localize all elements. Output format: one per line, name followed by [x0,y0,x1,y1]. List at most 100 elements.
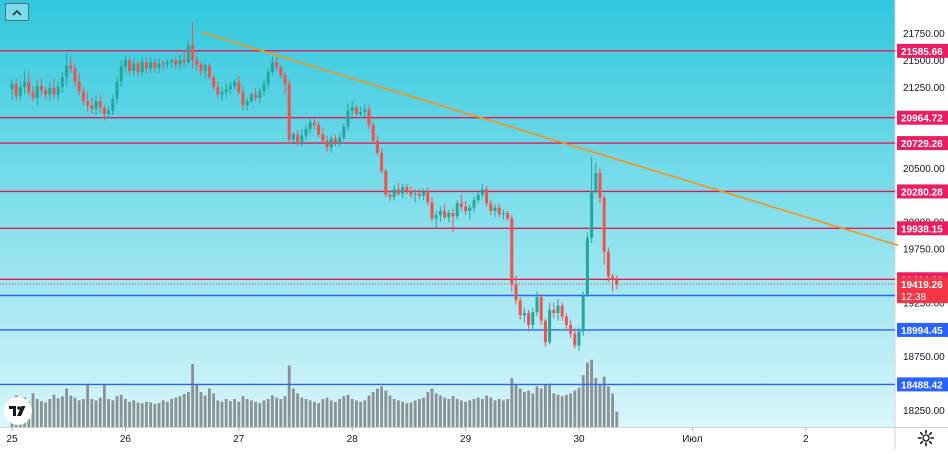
candle-body [556,305,560,314]
candle-body [430,202,434,219]
volume-bar [418,399,421,427]
volume-bar [292,388,295,427]
candle-body [220,92,224,95]
candle-body [174,60,178,65]
candle-body [598,173,602,198]
volume-bar [40,401,43,427]
level-price-badge [897,43,948,58]
candle-body [44,90,48,95]
candle-body [611,276,615,280]
volume-bar [590,359,593,427]
candle-body [136,63,140,72]
volume-bar [321,399,325,427]
candle-body [497,207,501,215]
candle-body [86,101,90,106]
volume-bar [531,393,535,427]
candle-body [182,60,186,63]
volume-bar [527,390,530,427]
price-tick-label: 21500.00 [903,56,945,67]
candle-body [77,81,81,92]
candle-body [510,218,514,285]
candle-body [615,279,619,285]
candle-body [401,187,405,194]
volume-bar [86,383,89,427]
volume-bar [191,364,194,427]
volume-bar [443,397,446,427]
volume-bar [149,402,152,427]
volume-bar [384,390,388,427]
candle-body [392,189,396,197]
candle-body [111,98,115,111]
candle-body [380,152,384,171]
candle-body [535,297,539,313]
volume-bar [237,401,241,427]
volume-bar [170,399,173,427]
volume-bar [602,376,606,427]
candle-body [527,313,531,325]
candle-body [577,331,581,346]
volume-bar [577,387,581,427]
candle-body [522,313,526,316]
collapse-button[interactable] [5,3,29,21]
candle-body [564,316,568,325]
volume-bar [212,393,215,427]
volume-bar [392,399,396,427]
candle-body [489,203,493,211]
candle-body [203,65,207,71]
volume-bar [283,396,287,427]
price-tick-label: 21750.00 [903,29,945,40]
volume-bar [489,397,493,427]
volume-bar [355,400,358,427]
volume-bar [90,399,94,427]
volume-bar [422,397,425,427]
gear-icon[interactable] [917,429,935,447]
volume-bar [598,385,602,427]
candle-body [291,134,295,140]
candle-body [115,81,119,99]
price-axis-labels: 21585.66 20964.72 20729.26 20280.28 19938.15… [897,43,948,392]
price-axis-background [895,0,948,427]
volume-bar [203,395,207,427]
candle-body [73,68,77,82]
trendline[interactable] [200,31,899,247]
candle-body [543,320,547,343]
candle-body [468,207,472,211]
volume-bar [166,401,169,427]
price-tick-label: 18750.00 [903,352,945,363]
volume-bar [586,362,589,427]
volume-bar [174,397,178,427]
volume-bar [73,397,77,427]
volume-bar [430,388,434,427]
volume-bar [523,392,526,427]
candle-body [422,191,426,196]
volume-bar [581,375,585,427]
candle-body [102,107,106,114]
volume-bar [178,396,182,427]
tradingview-logo-icon[interactable] [4,397,32,425]
volume-bar [61,396,64,427]
volume-bar [182,394,186,427]
volume-bar [317,403,320,427]
volume-bar [388,395,392,427]
candle-body [228,85,232,90]
volume-bar [560,396,564,427]
volume-bar [397,400,400,427]
level-price-label: 20280.28 [901,187,943,198]
volume-bar [376,388,379,427]
candle-body [417,193,421,196]
volume-bar [103,385,106,427]
volume-bar [565,394,568,427]
candle-body [60,77,64,87]
candle-body [552,309,556,314]
volume-bar [447,399,451,427]
volume-bar [136,402,140,427]
volume-bar [439,395,442,427]
volume-bar [615,411,619,427]
candle-body [98,101,102,108]
level-price-badge [897,221,948,236]
level-price-badge [897,377,948,392]
candle-body [52,88,56,95]
candle-body [10,83,14,90]
candle-body [199,64,203,71]
